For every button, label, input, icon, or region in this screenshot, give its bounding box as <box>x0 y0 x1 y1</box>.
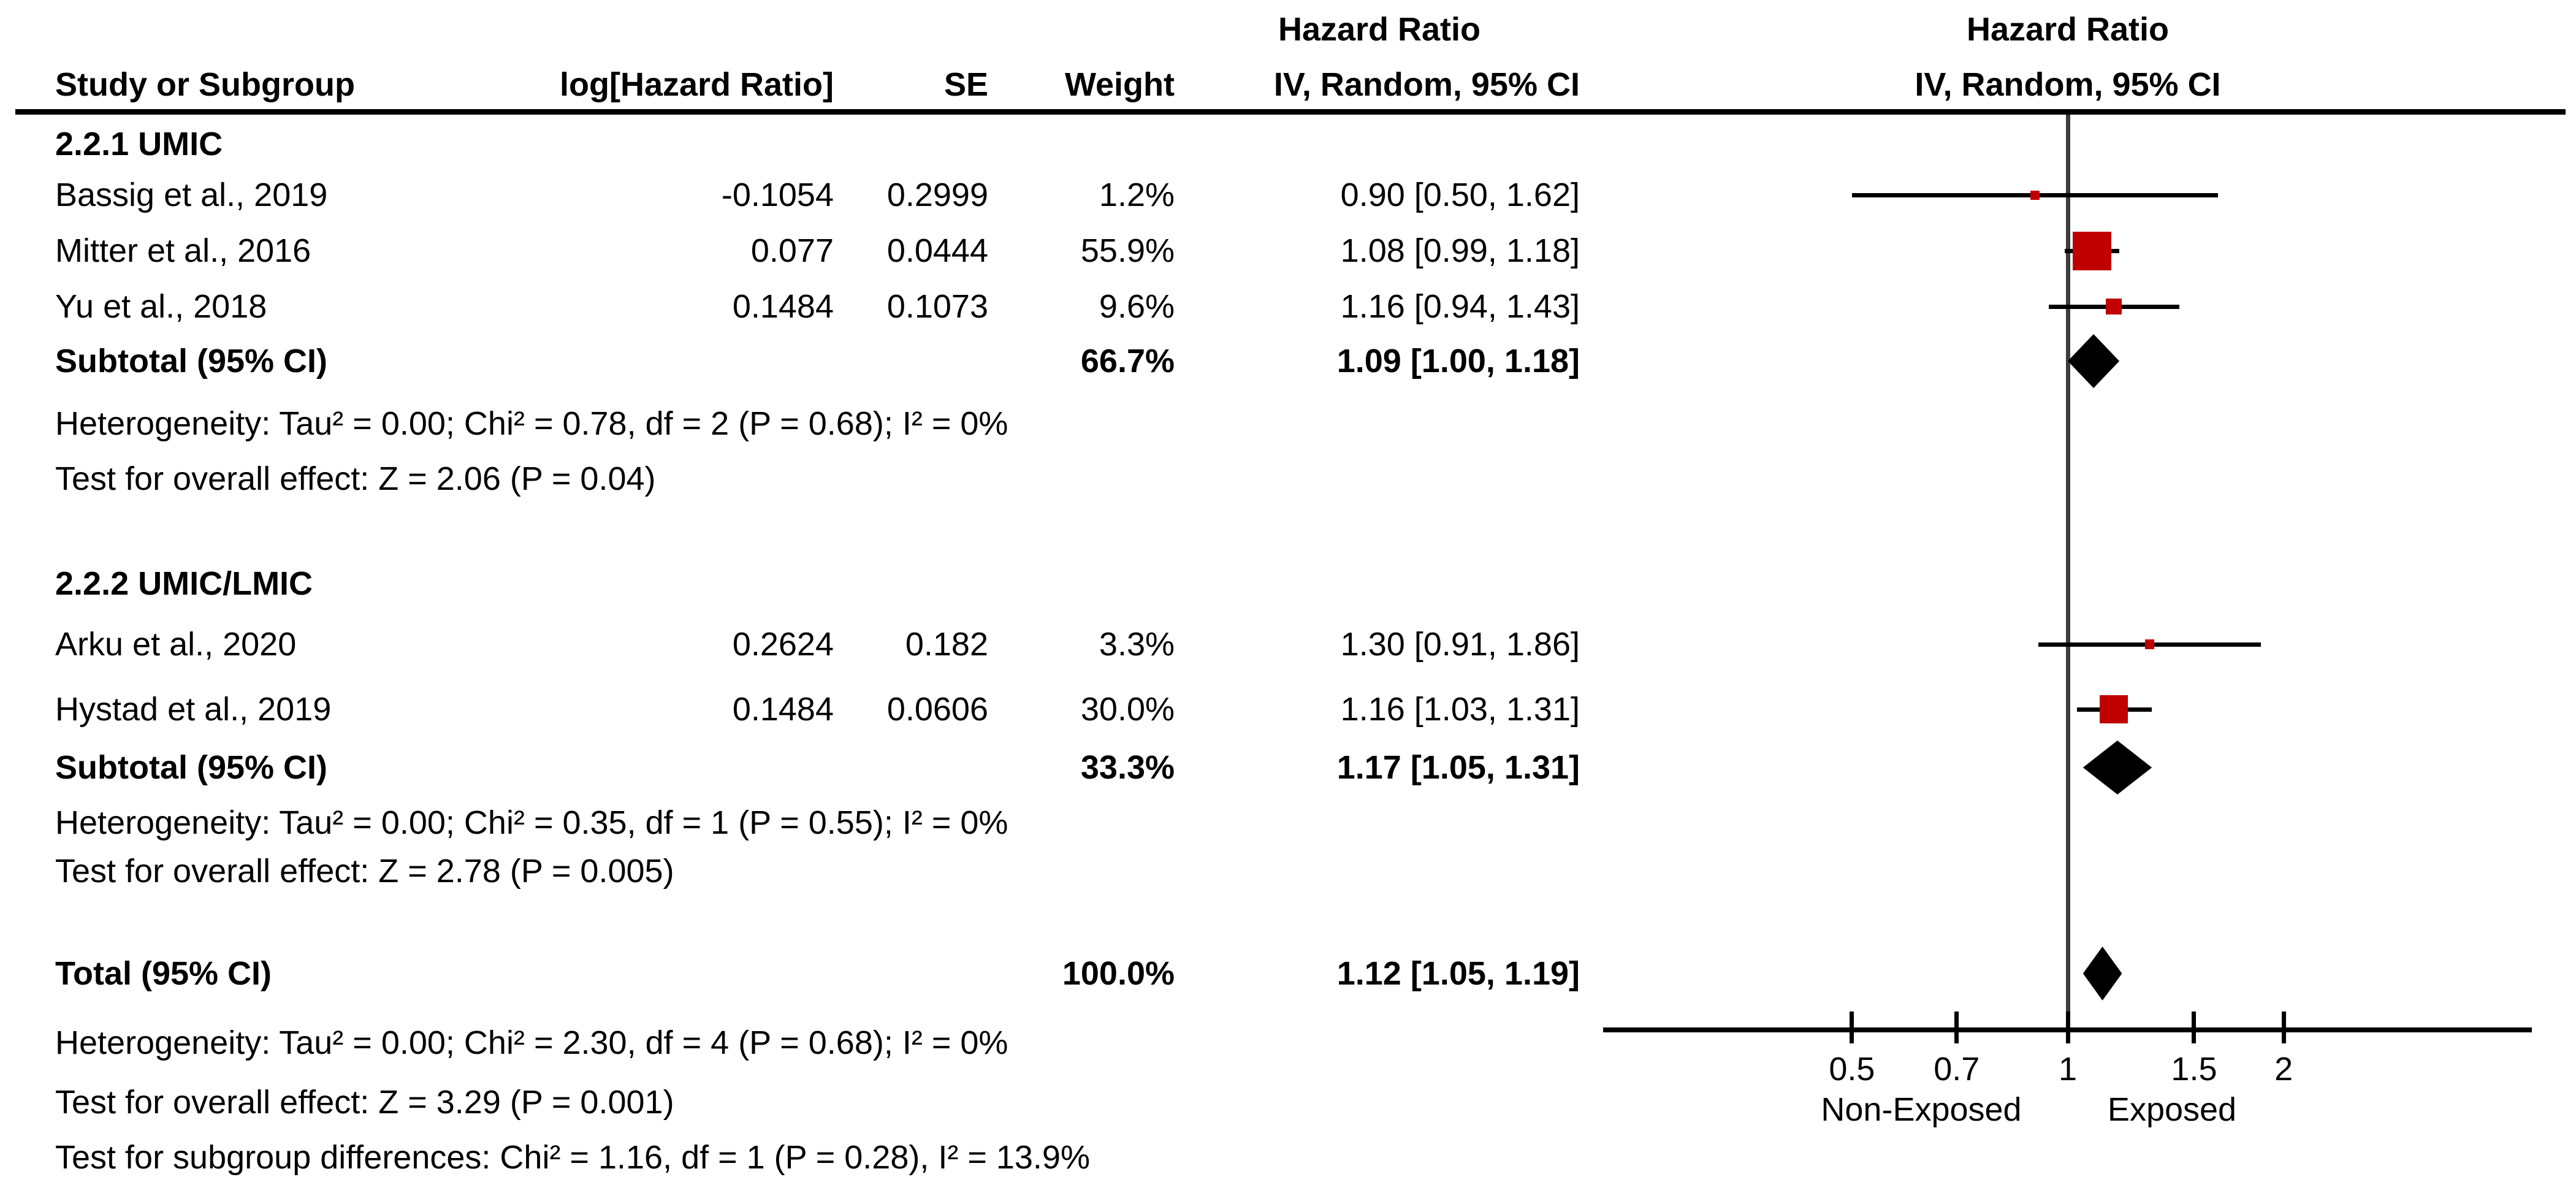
x-axis-tick <box>1954 1012 1959 1043</box>
ci-text-value: 1.08 [0.99, 1.18] <box>1340 232 1580 269</box>
note-label: Heterogeneity: Tau² = 0.00; Chi² = 0.35,… <box>55 804 1008 841</box>
subtotal-label: Subtotal (95% CI) <box>55 749 328 786</box>
group-label: 2.2.2 UMIC/LMIC <box>55 565 313 602</box>
header-weight: Weight <box>1065 66 1175 103</box>
se-value: 0.1073 <box>886 288 988 325</box>
ci-text-value: 1.16 [1.03, 1.31] <box>1340 691 1580 728</box>
note-label: Test for subgroup differences: Chi² = 1.… <box>55 1139 1090 1176</box>
effect-square <box>2144 639 2154 649</box>
x-axis-tick <box>2281 1012 2286 1043</box>
subtotal-diamond <box>2068 334 2120 388</box>
x-axis-tick-label: 1 <box>2058 1051 2078 1088</box>
x-axis-tick-label: 0.5 <box>1829 1051 1875 1088</box>
ci-text-value: 1.30 [0.91, 1.86] <box>1340 626 1580 663</box>
header-effect-method: IV, Random, 95% CI <box>1273 66 1580 103</box>
weight-value: 100.0% <box>1062 955 1175 992</box>
ci-text-value: 1.17 [1.05, 1.31] <box>1336 749 1580 786</box>
log-hazard-ratio-value: 0.1484 <box>732 691 834 728</box>
note-label: Test for overall effect: Z = 2.06 (P = 0… <box>55 460 656 497</box>
x-axis-tick <box>2192 1012 2197 1043</box>
weight-value: 55.9% <box>1080 232 1175 269</box>
subtotal-label: Subtotal (95% CI) <box>55 343 328 379</box>
header-effect-title: Hazard Ratio <box>1278 11 1481 48</box>
se-value: 0.0606 <box>886 691 988 728</box>
se-value: 0.2999 <box>886 177 988 213</box>
group-label: 2.2.1 UMIC <box>55 126 223 162</box>
note-label: Heterogeneity: Tau² = 0.00; Chi² = 2.30,… <box>55 1024 1008 1061</box>
effect-square <box>2100 695 2128 724</box>
study-name: Bassig et al., 2019 <box>55 177 328 213</box>
log-hazard-ratio-value: 0.1484 <box>732 288 834 325</box>
weight-value: 66.7% <box>1080 343 1175 379</box>
total-label: Total (95% CI) <box>55 955 272 992</box>
x-axis-tick <box>1850 1012 1854 1043</box>
se-value: 0.182 <box>905 626 988 663</box>
header-se: SE <box>943 66 988 103</box>
effect-square <box>2106 298 2122 315</box>
study-name: Yu et al., 2018 <box>55 288 267 325</box>
weight-value: 30.0% <box>1080 691 1175 728</box>
x-axis-tick-label: 0.7 <box>1934 1051 1980 1088</box>
weight-value: 3.3% <box>1099 626 1175 663</box>
study-name: Mitter et al., 2016 <box>55 232 311 269</box>
ci-text-value: 1.09 [1.00, 1.18] <box>1336 343 1580 379</box>
study-name: Hystad et al., 2019 <box>55 691 332 728</box>
note-label: Test for overall effect: Z = 3.29 (P = 0… <box>55 1084 674 1121</box>
log-hazard-ratio-value: 0.077 <box>750 232 834 269</box>
plot-header-title: Hazard Ratio <box>1966 11 2170 48</box>
x-axis-tick-label: 2 <box>2274 1051 2293 1088</box>
header-study-or-subgroup: Study or Subgroup <box>55 66 355 103</box>
note-label: Test for overall effect: Z = 2.78 (P = 0… <box>55 853 674 890</box>
study-name: Arku et al., 2020 <box>55 626 297 663</box>
ci-text-value: 1.12 [1.05, 1.19] <box>1336 955 1580 992</box>
x-axis-tick <box>2065 1012 2070 1043</box>
header-rule <box>15 109 2566 115</box>
log-hazard-ratio-value: 0.2624 <box>732 626 834 663</box>
effect-square <box>2030 190 2040 200</box>
header-log-hazard-ratio: log[Hazard Ratio] <box>559 66 834 103</box>
plot-header-method: IV, Random, 95% CI <box>1915 66 2221 103</box>
total-diamond <box>2083 947 2122 1000</box>
se-value: 0.0444 <box>886 232 988 269</box>
no-effect-line <box>2066 115 2070 1031</box>
weight-value: 9.6% <box>1099 288 1175 325</box>
ci-text-value: 1.16 [0.94, 1.43] <box>1340 288 1580 325</box>
subtotal-diamond <box>2083 741 2152 794</box>
log-hazard-ratio-value: -0.1054 <box>721 177 834 213</box>
axis-caption-exposed: Exposed <box>2107 1091 2237 1128</box>
axis-caption-non-exposed: Non-Exposed <box>1821 1091 2022 1128</box>
ci-text-value: 0.90 [0.50, 1.62] <box>1340 177 1580 213</box>
note-label: Heterogeneity: Tau² = 0.00; Chi² = 0.78,… <box>55 405 1008 442</box>
x-axis-tick-label: 1.5 <box>2171 1051 2217 1088</box>
weight-value: 1.2% <box>1099 177 1175 213</box>
effect-square <box>2072 231 2111 270</box>
weight-value: 33.3% <box>1080 749 1175 786</box>
